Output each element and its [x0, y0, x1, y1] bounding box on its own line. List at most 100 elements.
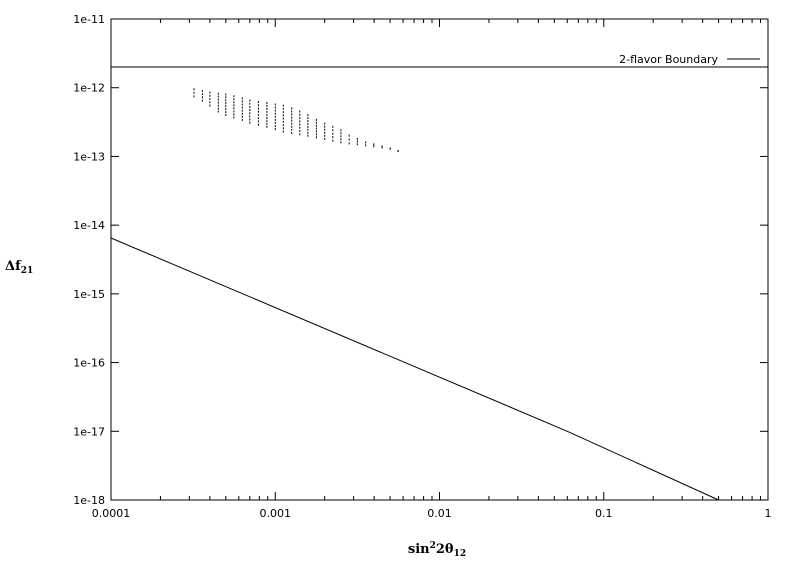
- y-axis-label: Δf21: [5, 259, 33, 276]
- x-axis-label-sup: 2: [430, 541, 436, 551]
- legend: 2-flavor Boundary: [619, 53, 760, 66]
- data-point: [193, 95, 195, 98]
- data-point: [233, 116, 235, 119]
- data-point: [348, 138, 350, 141]
- data-point: [217, 95, 219, 98]
- data-point: [257, 120, 259, 123]
- data-point: [266, 107, 268, 110]
- data-point: [315, 127, 317, 130]
- data-point: [257, 113, 259, 116]
- data-point: [307, 114, 309, 117]
- data-point: [307, 122, 309, 125]
- data-point: [307, 128, 309, 131]
- plot-frame: [110, 18, 769, 501]
- data-point: [307, 125, 309, 128]
- data-point: [307, 131, 309, 134]
- data-point: [274, 125, 276, 127]
- data-point: [291, 131, 293, 134]
- data-point: [291, 110, 293, 113]
- data-point: [348, 134, 350, 137]
- y-tick-label: 1e-18: [73, 494, 105, 507]
- data-point: [282, 127, 284, 130]
- data-point: [299, 126, 301, 129]
- y-axis-label-sub: 21: [21, 266, 34, 276]
- data-point: [274, 112, 276, 115]
- data-point: [225, 105, 227, 108]
- data-point: [249, 105, 251, 108]
- data-point: [241, 118, 243, 121]
- data-point: [266, 110, 268, 113]
- data-point: [282, 107, 284, 110]
- data-point: [356, 140, 358, 143]
- data-point: [299, 133, 301, 136]
- data-point: [299, 120, 301, 123]
- data-point: [233, 110, 235, 113]
- data-point: [389, 147, 391, 150]
- data-point: [332, 125, 334, 128]
- data-point: [365, 144, 367, 147]
- data-point: [315, 121, 317, 124]
- data-point: [225, 99, 227, 102]
- data-point: [225, 111, 227, 114]
- data-point: [266, 113, 268, 116]
- data-point: [324, 122, 326, 125]
- data-point: [299, 117, 301, 119]
- data-point: [291, 119, 293, 122]
- data-point: [340, 129, 342, 132]
- data-point: [249, 121, 251, 124]
- data-point: [324, 128, 326, 131]
- y-tick-label: 1e-17: [73, 425, 105, 438]
- data-point: [381, 145, 383, 148]
- data-point: [291, 122, 293, 125]
- data-point: [332, 139, 334, 142]
- data-point: [315, 133, 317, 136]
- data-point: [332, 129, 334, 132]
- x-axis-label: sin22θ12: [408, 541, 466, 559]
- data-point: [274, 115, 276, 118]
- data-point: [291, 113, 293, 116]
- data-point: [397, 150, 399, 152]
- data-point: [315, 118, 317, 121]
- data-point: [266, 125, 268, 128]
- data-point: [257, 107, 259, 110]
- data-point: [241, 100, 243, 103]
- data-point: [241, 115, 243, 118]
- data-point: [257, 123, 259, 126]
- data-point: [299, 113, 301, 116]
- data-point: [324, 134, 326, 137]
- data-point: [249, 118, 251, 121]
- data-point: [274, 118, 276, 121]
- data-point: [324, 131, 326, 134]
- x-tick-label: 1: [765, 507, 772, 520]
- x-axis-label-sub: 12: [454, 549, 467, 559]
- y-axis: 1e-11 1e-12 1e-13 1e-14 1e-15 1e-16 1e-17 1e-18: [73, 13, 768, 507]
- data-point: [266, 119, 268, 122]
- data-point: [324, 137, 326, 140]
- data-point: [249, 109, 251, 111]
- data-point: [241, 109, 243, 112]
- data-point: [209, 94, 211, 97]
- data-point: [282, 117, 284, 120]
- data-point: [225, 114, 227, 117]
- data-point: [274, 109, 276, 112]
- data-point: [201, 89, 203, 92]
- data-point: [282, 130, 284, 133]
- data-point: [282, 104, 284, 107]
- data-point: [315, 124, 317, 127]
- data-point: [274, 121, 276, 124]
- data-point: [356, 143, 358, 146]
- data-point: [266, 102, 268, 104]
- data-point: [241, 112, 243, 115]
- x-axis-label-main: sin: [408, 542, 430, 557]
- series-line-1: [110, 237, 719, 501]
- y-tick-label: 1e-16: [73, 357, 105, 370]
- scatter-points: [193, 88, 399, 152]
- y-tick-label: 1e-11: [73, 13, 105, 26]
- data-point: [373, 143, 375, 146]
- data-point: [249, 112, 251, 115]
- data-point: [233, 101, 235, 104]
- data-point: [217, 104, 219, 107]
- data-point: [291, 116, 293, 119]
- x-axis-label-mid: 2θ: [436, 542, 454, 557]
- data-point: [274, 106, 276, 109]
